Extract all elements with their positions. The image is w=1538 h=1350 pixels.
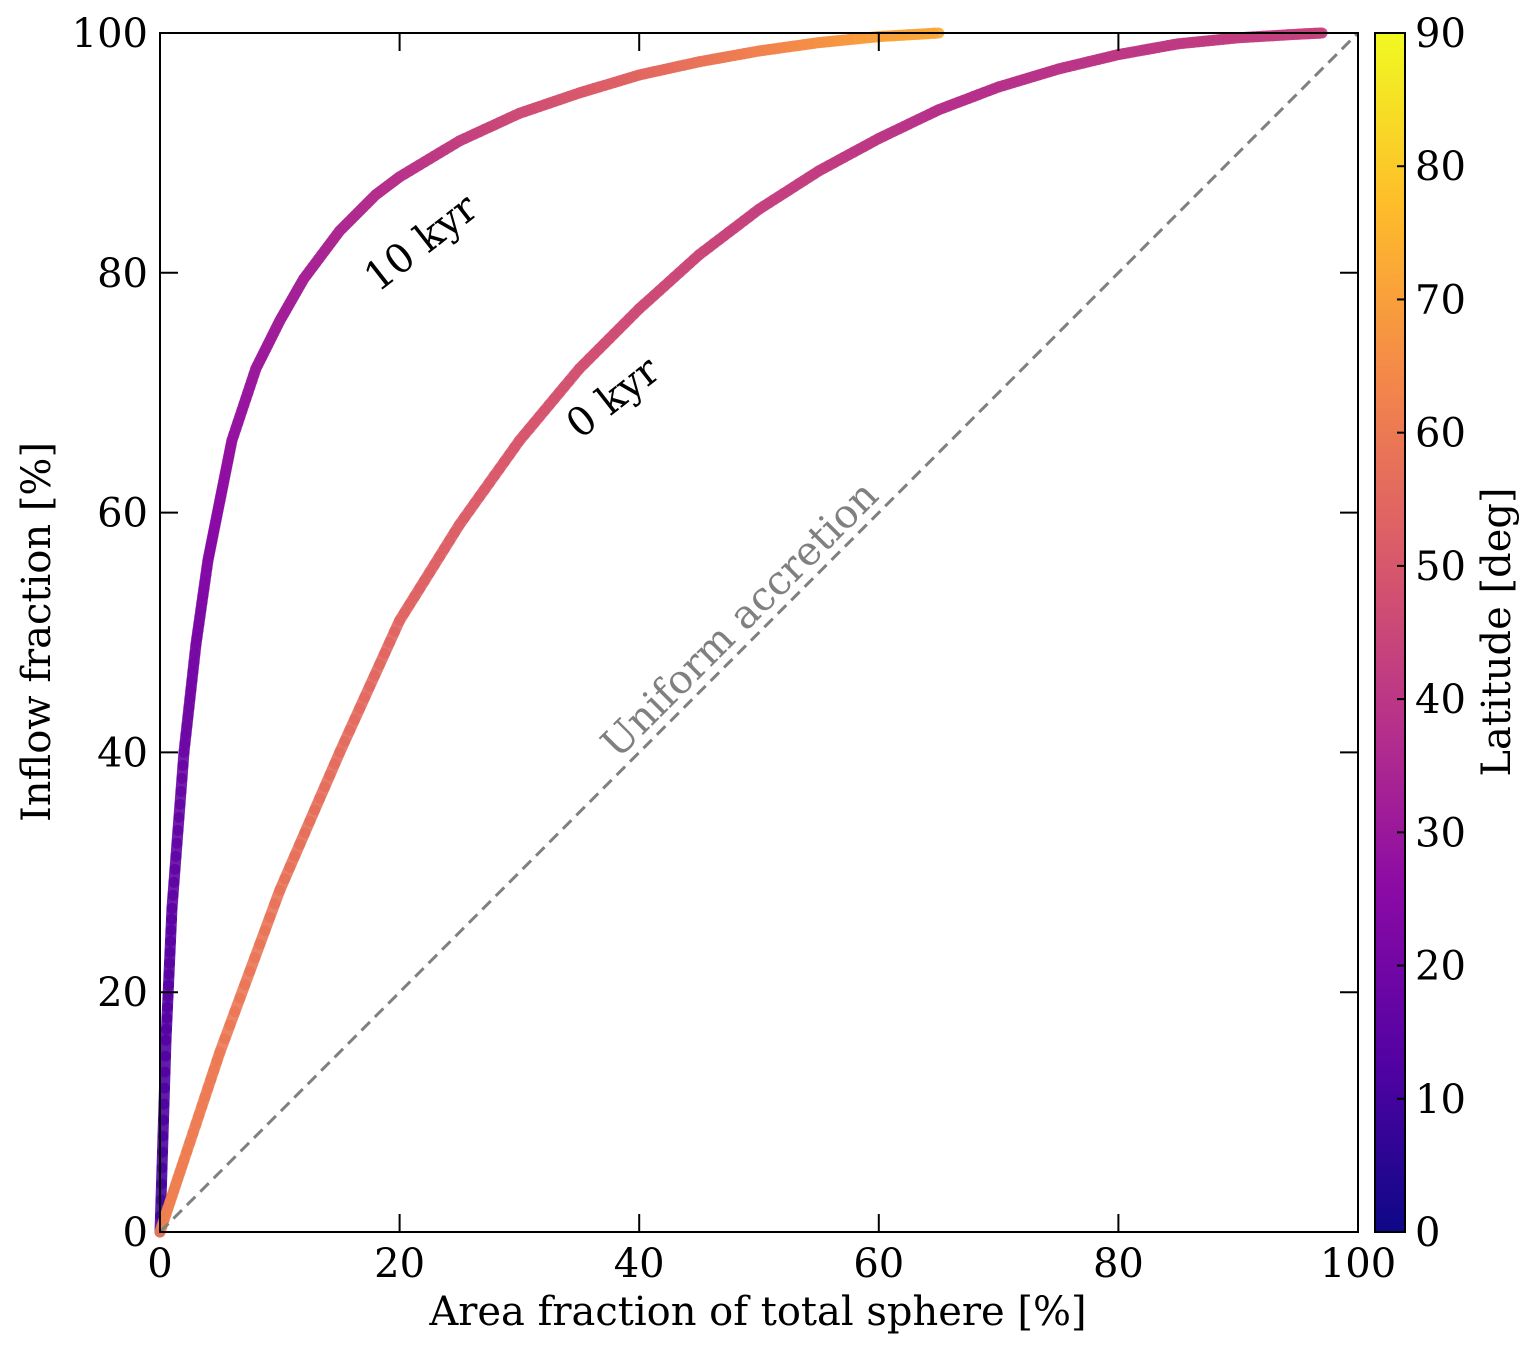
plot-frame	[159, 32, 1359, 1233]
colorbar-tick-label: 50	[1415, 544, 1466, 590]
colorbar-tick-label: 70	[1415, 277, 1466, 323]
uniform-accretion-line	[158, 31, 1360, 1234]
plot-area	[154, 27, 1360, 1238]
y-tick-label: 60	[97, 491, 148, 537]
colorbar-tick-label: 80	[1415, 144, 1466, 190]
colorbar-tick-label: 60	[1415, 411, 1466, 457]
annotation-uniform: Uniform accretion	[593, 472, 888, 767]
axes: 0 20 40 60 80 100 0 20 40 60 80 100	[72, 11, 1397, 1287]
y-tick-label: 0	[123, 1210, 148, 1256]
x-tick-label: 20	[374, 1241, 425, 1287]
y-tick-label: 40	[97, 730, 148, 776]
y-tick-label: 100	[72, 11, 148, 57]
y-tick-label: 80	[97, 251, 148, 297]
colorbar: 0 10 20 30 40 50 60 70 80 90	[1374, 11, 1466, 1256]
y-axis-label: Inflow fraction [%]	[14, 442, 60, 822]
colorbar-tick-label: 0	[1415, 1210, 1440, 1256]
colorbar-tick-label: 40	[1415, 677, 1466, 723]
colorbar-gradient	[1374, 32, 1406, 1233]
x-tick-label: 60	[853, 1241, 904, 1287]
colorbar-label: Latitude [deg]	[1474, 487, 1520, 776]
y-tick-label: 20	[97, 970, 148, 1016]
series-0	[154, 27, 945, 1238]
x-axis-label: Area fraction of total sphere [%]	[428, 1289, 1086, 1335]
colorbar-tick-label: 90	[1415, 11, 1466, 57]
colorbar-tick-label: 20	[1415, 944, 1466, 990]
colorbar-tick-label: 10	[1415, 1077, 1466, 1123]
series-1	[154, 27, 1328, 1238]
annotation-0kyr: 0 kyr	[558, 347, 669, 448]
x-tick-label: 80	[1093, 1241, 1144, 1287]
colorbar-tick-label: 30	[1415, 810, 1466, 856]
x-tick-label: 100	[1320, 1241, 1396, 1287]
x-tick-label: 0	[147, 1241, 172, 1287]
x-tick-label: 40	[614, 1241, 665, 1287]
